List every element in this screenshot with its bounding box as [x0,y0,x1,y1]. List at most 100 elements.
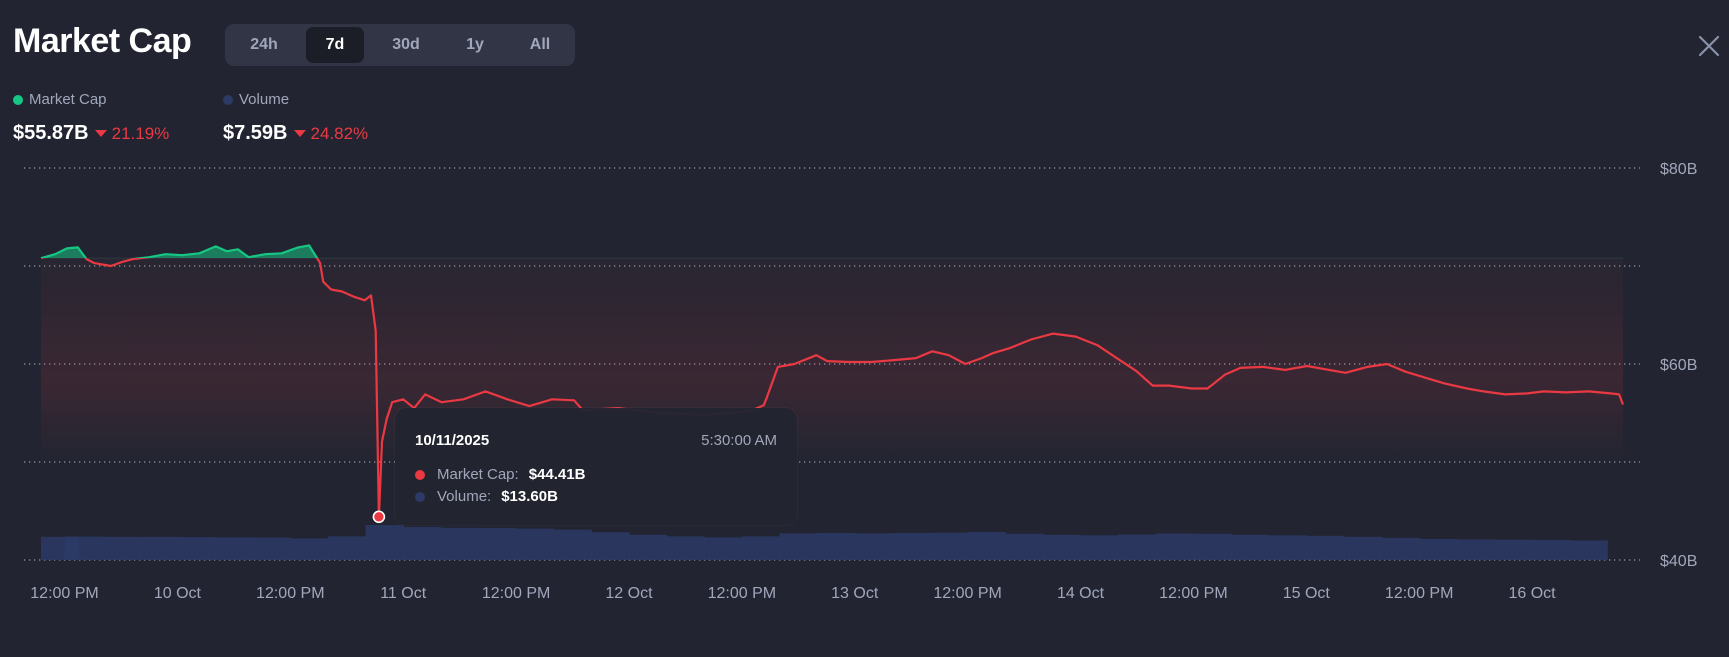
y-axis: $80B $60B $40B [1660,161,1697,570]
volume-bars [41,525,1608,560]
x-tick-label: 14 Oct [1057,585,1105,602]
market-cap-value: $55.87B [13,122,89,144]
tab-24h[interactable]: 24h [250,36,278,53]
volume-bar [1532,539,1571,560]
volume-change-value: 24.82% [310,123,369,143]
volume-value: $7.59B [223,122,288,144]
x-tick-label: 12:00 PM [482,585,550,602]
y-tick-label: $80B [1660,161,1697,178]
market-cap-change-value: 21.19% [111,123,170,143]
x-tick-label: 12:00 PM [1385,585,1453,602]
tab-all[interactable]: All [529,36,551,53]
page-title: Market Cap [13,22,192,60]
volume-bar [854,533,893,560]
volume-bar [1080,535,1119,560]
legend-market-cap-label: Market Cap [29,91,107,108]
volume-bar [967,531,1006,560]
x-tick-label: 12:00 PM [1159,585,1227,602]
tooltip-market-cap-value: $44.41B [528,466,586,483]
tab-30d[interactable]: 30d [392,36,420,53]
x-tick-label: 12:00 PM [30,585,98,602]
volume-bar [403,527,442,560]
volume-bar [666,536,705,560]
x-tick-label: 10 Oct [154,585,202,602]
volume-bar [365,525,404,560]
volume-bar [741,536,780,560]
volume-summary: $7.59B 24.82% [223,122,368,145]
volume-bar [817,533,856,560]
market-cap-summary: $55.87B 21.19% [13,122,169,145]
volume-bar [1193,533,1232,560]
tab-1y[interactable]: 1y [466,36,484,53]
x-tick-label: 12:00 PM [708,585,776,602]
y-tick-label: $60B [1660,357,1697,374]
caret-down-icon [293,130,306,137]
tab-7d[interactable]: 7d [306,27,364,63]
tooltip-volume-value: $13.60B [501,488,558,505]
volume-bar [591,532,630,560]
x-tick-label: 12:00 PM [933,585,1001,602]
volume-bar [64,536,103,560]
market-cap-change: 21.19% [94,123,170,144]
volume-bar [1042,534,1082,560]
volume-bar [1343,536,1383,560]
volume-bar [1306,535,1345,560]
volume-bar [929,532,969,560]
volume-bar [215,537,254,560]
tooltip-date: 10/11/2025 [415,432,490,449]
volume-bar [1118,534,1157,560]
volume-bar [1381,537,1420,560]
volume-change: 24.82% [293,123,369,144]
volume-bar [704,537,743,560]
volume-bar [1419,538,1458,560]
volume-bar [1231,534,1270,560]
area-below-baseline [41,258,1623,462]
x-axis: 12:00 PM 10 Oct 12:00 PM 11 Oct 12:00 PM 12 O… [30,585,1556,602]
volume-bar [177,537,216,560]
legend-market-cap[interactable]: Market Cap [13,91,107,108]
hover-marker [372,510,386,524]
x-tick-label: 11 Oct [380,585,427,602]
tooltip-market-cap-label: Market Cap: [437,466,519,483]
caret-down-icon [94,130,107,137]
area-above-baseline [41,245,1623,259]
volume-bar [290,538,329,560]
volume-bar [327,536,367,560]
tooltip-market-cap-row: Market Cap: $44.41B [415,466,585,483]
y-tick-label: $40B [1660,553,1697,570]
volume-bar [1268,535,1307,560]
legend-volume-label: Volume [239,91,290,108]
line-segment-up [40,244,319,259]
volume-dot-icon [223,94,233,105]
x-tick-label: 16 Oct [1508,585,1556,602]
volume-bar [1569,540,1608,560]
volume-bar [478,528,517,560]
volume-bar [1494,539,1533,560]
chart-tooltip: 10/11/2025 5:30:00 AM Market Cap: $44.41… [395,408,797,525]
volume-bar [1155,533,1194,560]
volume-bar [1456,539,1495,560]
close-icon[interactable] [1698,35,1720,57]
highlight-point [372,510,386,524]
market-cap-area [41,245,1623,462]
market-cap-dot-icon [415,469,425,480]
tooltip-volume-label: Volume: [437,488,492,505]
legend-volume[interactable]: Volume [223,91,289,108]
volume-bar [139,536,178,560]
timeframe-tabs: 24h 7d 30d 1y All [225,24,575,66]
volume-bar [779,533,818,560]
volume-bar [516,528,555,560]
tooltip-time: 5:30:00 AM [701,432,777,449]
volume-bar [440,527,479,560]
x-tick-label: 12:00 PM [256,585,324,602]
volume-dot-icon [415,491,425,502]
volume-bar [553,529,592,560]
volume-bar [1005,533,1044,560]
volume-bar [628,534,668,560]
volume-bar [252,537,291,560]
x-tick-label: 13 Oct [831,585,879,602]
x-tick-label: 15 Oct [1283,585,1331,602]
tooltip-volume-row: Volume: $13.60B [415,488,558,505]
x-tick-label: 12 Oct [605,585,653,602]
